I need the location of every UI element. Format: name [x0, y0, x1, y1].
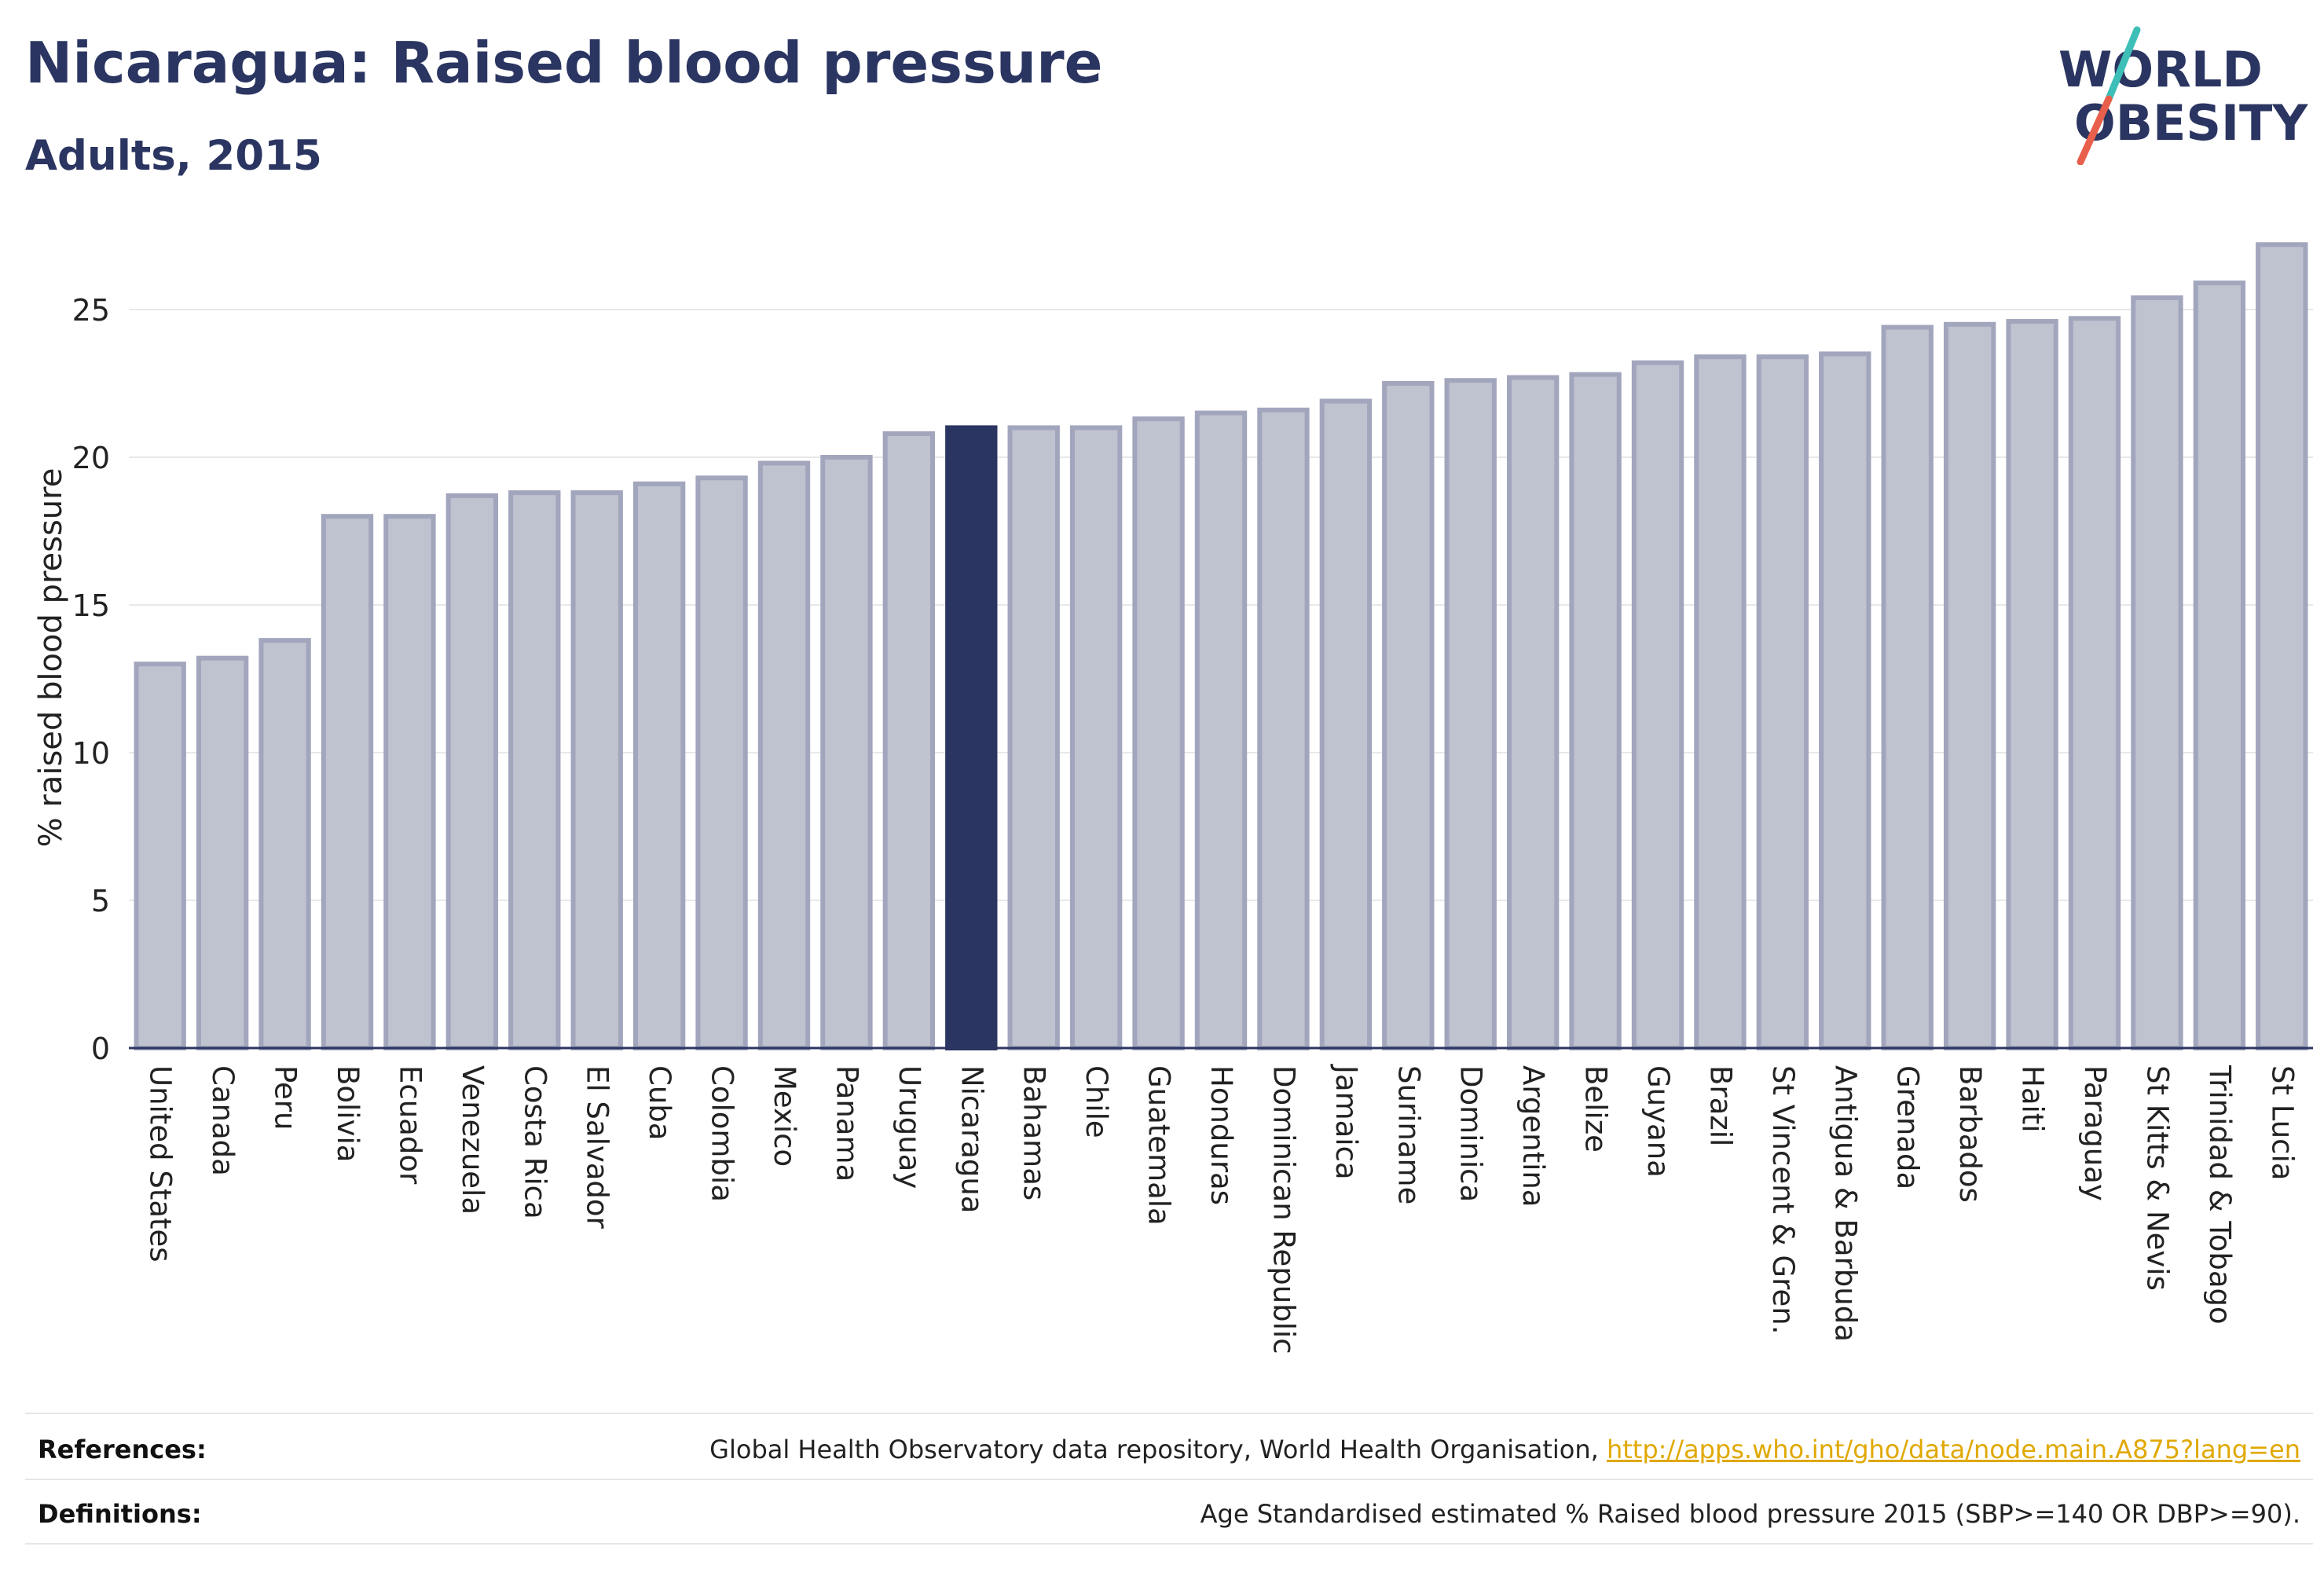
x-tick-label: Panama [830, 1065, 863, 1182]
definitions-label: Definitions: [38, 1499, 202, 1529]
references-text: Global Health Observatory data repositor… [709, 1435, 2300, 1464]
bar-el-salvador [570, 490, 623, 1050]
x-tick-label: Jamaica [1329, 1064, 1363, 1180]
x-tick-label: Antigua & Barbuda [1828, 1065, 1862, 1342]
references-link[interactable]: http://apps.who.int/gho/data/node.main.A… [1606, 1435, 2300, 1464]
logo-slash-teal [2105, 26, 2141, 103]
x-tick-label: Honduras [1204, 1065, 1238, 1205]
x-tick-label: Chile [1080, 1065, 1113, 1138]
footer-divider-middle [25, 1479, 2313, 1480]
x-tick-label: St Lucia [2265, 1065, 2299, 1180]
x-tick-label: Venezuela [456, 1065, 489, 1215]
x-tick-label: United States [144, 1065, 178, 1263]
x-tick-label: St Kitts & Nevis [2140, 1065, 2174, 1291]
logo-line2: OBESITY [2074, 94, 2308, 152]
chart-subtitle: Adults, 2015 [25, 132, 322, 180]
chart-title: Nicaragua: Raised blood pressure [25, 30, 1103, 96]
y-tick-label: 10 [72, 736, 110, 771]
x-tick-label: Guatemala [1142, 1065, 1176, 1226]
x-tick-label: Trinidad & Tobago [2203, 1065, 2237, 1325]
bar-belize [1569, 372, 1622, 1051]
x-tick-label: Dominican Republic [1266, 1065, 1300, 1354]
bar-st-kitts-nevis [2131, 295, 2183, 1050]
definitions-text: Age Standardised estimated % Raised bloo… [1200, 1499, 2300, 1529]
bar-ecuador [383, 514, 436, 1050]
bar-united-states [134, 662, 186, 1050]
world-obesity-logo: WORLD OBESITY [2058, 26, 2308, 165]
bar-venezuela [445, 493, 499, 1050]
bar-cuba [632, 481, 686, 1050]
bar-guatemala [1132, 416, 1185, 1050]
bar-chile [1069, 425, 1123, 1050]
x-tick-label: Cuba [643, 1065, 676, 1140]
x-tick-label: Suriname [1391, 1065, 1425, 1204]
y-tick-label: 0 [91, 1032, 110, 1066]
bar-dominica [1444, 378, 1497, 1050]
y-tick-label: 5 [91, 884, 110, 918]
references-label: References: [38, 1435, 207, 1464]
bar-trinidad-tobago [2193, 280, 2246, 1051]
x-tick-label: St Vincent & Gren. [1766, 1065, 1800, 1334]
y-tick-label: 15 [72, 588, 110, 623]
bar-dominican-republic [1257, 407, 1310, 1050]
bar-guyana [1631, 360, 1684, 1050]
bar-grenada [1881, 324, 1934, 1050]
bar-bolivia [321, 514, 374, 1050]
bar-colombia [695, 475, 748, 1050]
x-tick-label: El Salvador [581, 1065, 614, 1230]
y-axis-label: % raised blood pressure [33, 468, 69, 848]
bar-antigua-barbuda [1819, 351, 1871, 1050]
axes: 0 5 10 15 20 25 United States Canada Peru Bolivia… [72, 293, 2313, 1354]
x-tick-label: Bolivia [331, 1065, 365, 1162]
y-tick-label: 25 [72, 293, 110, 328]
bar-suriname [1382, 381, 1435, 1050]
x-tick-label: Ecuador [393, 1065, 427, 1185]
bar-bahamas [1007, 425, 1060, 1050]
bar-costa-rica [508, 490, 561, 1050]
x-tick-label: Paraguay [2078, 1065, 2112, 1201]
bar-canada [196, 655, 249, 1050]
x-tick-label: Uruguay [893, 1065, 926, 1189]
bar-brazil [1694, 354, 1747, 1051]
x-tick-label: Nicaragua [955, 1065, 988, 1213]
bar-haiti [2006, 319, 2058, 1051]
bar-st-lucia [2256, 242, 2308, 1050]
y-tick-label: 20 [72, 441, 110, 475]
x-tick-label: Canada [206, 1065, 240, 1176]
bar-chart: 0 5 10 15 20 25 United States Canada Peru Bolivia… [33, 242, 2313, 1354]
bar-jamaica [1319, 398, 1373, 1050]
bar-mexico [757, 460, 811, 1050]
bars [134, 242, 2308, 1051]
x-tick-label: Guyana [1641, 1065, 1675, 1178]
x-tick-label: Colombia [706, 1065, 739, 1202]
x-tick-label: Grenada [1891, 1065, 1925, 1189]
bar-argentina [1506, 375, 1560, 1051]
x-tick-label: Mexico [768, 1065, 801, 1167]
bar-nicaragua [945, 425, 998, 1050]
x-tick-label: Haiti [2016, 1065, 2050, 1133]
logo-line1: WORLD [2058, 41, 2263, 98]
bar-uruguay [882, 431, 936, 1050]
x-tick-label: Peru [269, 1065, 302, 1130]
footer-divider-bottom [25, 1543, 2313, 1545]
x-tick-label: Dominica [1454, 1065, 1488, 1202]
references-source: Global Health Observatory data repositor… [709, 1435, 1607, 1464]
bar-peru [258, 638, 311, 1050]
bar-panama [820, 455, 873, 1050]
bar-barbados [1943, 321, 1996, 1050]
x-tick-label: Barbados [1953, 1065, 1987, 1203]
footer-divider-top [25, 1413, 2313, 1414]
bar-honduras [1194, 410, 1248, 1050]
x-tick-label: Costa Rica [518, 1065, 552, 1219]
x-tick-label: Bahamas [1017, 1065, 1051, 1200]
x-tick-label: Argentina [1516, 1065, 1550, 1207]
x-tick-label: Belize [1579, 1065, 1613, 1153]
x-tick-label: Brazil [1703, 1065, 1737, 1146]
bar-paraguay [2068, 316, 2121, 1050]
bar-st-vincent-gren- [1756, 354, 1809, 1051]
logo-slash-coral [2077, 95, 2113, 165]
